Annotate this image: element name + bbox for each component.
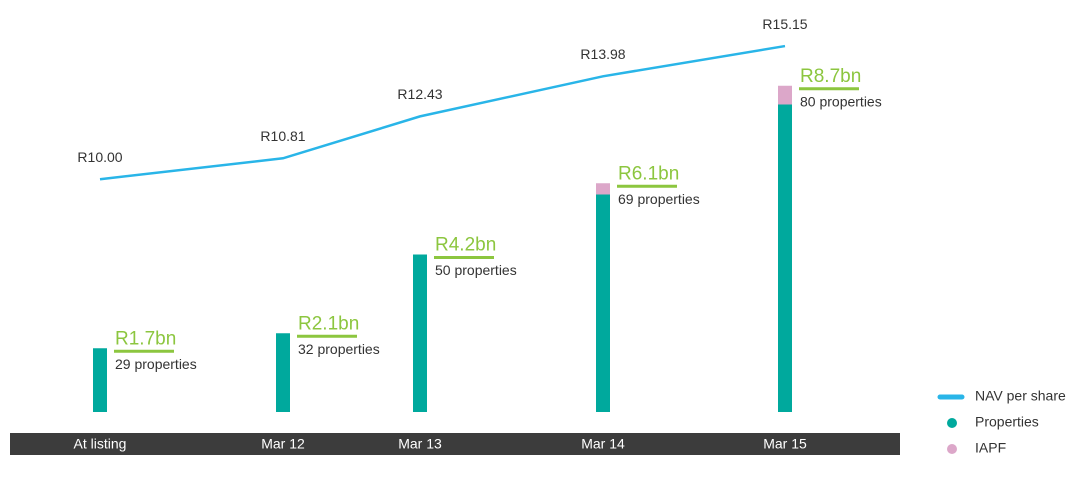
- legend-label: IAPF: [975, 440, 1006, 456]
- legend-swatch: [947, 444, 957, 454]
- x-tick-label: Mar 15: [763, 436, 807, 452]
- total-label: R8.7bn: [800, 66, 861, 87]
- x-tick-label: At listing: [74, 436, 127, 452]
- legend-label: NAV per share: [975, 388, 1066, 404]
- annotation: 80 properties: [800, 93, 882, 109]
- total-label: R6.1bn: [618, 163, 679, 184]
- total-label: R2.1bn: [298, 313, 359, 334]
- annotation: 69 properties: [618, 191, 700, 207]
- total-label: R4.2bn: [435, 235, 496, 256]
- annotation: 32 properties: [298, 341, 380, 357]
- legend-swatch: [947, 418, 957, 428]
- annotation: 29 properties: [115, 356, 197, 372]
- x-tick-label: Mar 14: [581, 436, 625, 452]
- bar-segment: [596, 194, 610, 412]
- x-tick-label: Mar 13: [398, 436, 442, 452]
- legend-label: Properties: [975, 414, 1039, 430]
- total-label: R1.7bn: [115, 328, 176, 349]
- value-label: R10.81: [260, 128, 305, 144]
- value-label: R13.98: [580, 46, 625, 62]
- nav-line: [99, 44, 786, 181]
- value-label: R10.00: [77, 149, 122, 165]
- bar-segment: [93, 348, 107, 412]
- x-tick-label: Mar 12: [261, 436, 305, 452]
- bar-segment: [778, 85, 792, 105]
- value-label: R12.43: [397, 86, 442, 102]
- bar-segment: [596, 183, 610, 195]
- bar-segment: [778, 104, 792, 412]
- annotation: 50 properties: [435, 262, 517, 278]
- category-band: [10, 433, 900, 455]
- bar-segment: [413, 254, 427, 412]
- value-label: R15.15: [762, 16, 807, 32]
- bar-segment: [276, 333, 290, 412]
